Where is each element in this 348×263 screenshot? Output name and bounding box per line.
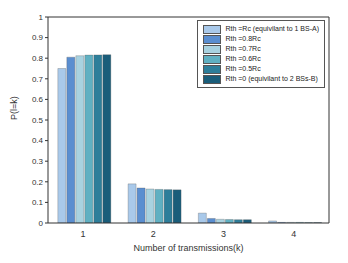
svg-text:0.2: 0.2 (32, 178, 44, 187)
html-text:Rth =Rc (equivilant to 1 BS-A): Rth =Rc (equivilant to 1 BS-A) (225, 25, 319, 32)
svg-text:0.1: 0.1 (32, 198, 44, 207)
svg-text:0.6: 0.6 (32, 95, 44, 104)
html-text:Rth =0.6Rc: Rth =0.6Rc (225, 55, 261, 62)
svg-text:0.8: 0.8 (32, 54, 44, 63)
svg-text:1: 1 (39, 13, 44, 22)
svg-text:0: 0 (39, 219, 44, 228)
svg-text:2: 2 (151, 229, 156, 239)
svg-text:1: 1 (81, 229, 86, 239)
html-text:Rth =0 (equivilant to 2 BSs-B): Rth =0 (equivilant to 2 BSs-B) (225, 75, 318, 82)
svg-text:4: 4 (291, 229, 296, 239)
html-text:Rth =0.8Rc: Rth =0.8Rc (225, 35, 261, 42)
svg-text:Number of transmissions(k): Number of transmissions(k) (133, 243, 243, 253)
svg-text:P(l=k): P(l=k) (9, 96, 19, 120)
svg-text:0.7: 0.7 (32, 75, 44, 84)
svg-text:0.3: 0.3 (32, 157, 44, 166)
svg-text:0.9: 0.9 (32, 33, 44, 42)
svg-text:3: 3 (221, 229, 226, 239)
html-text:Rth =0.5Rc: Rth =0.5Rc (225, 65, 261, 72)
html-text:Rth =0.7Rc: Rth =0.7Rc (225, 45, 261, 52)
svg-text:0.5: 0.5 (32, 116, 44, 125)
svg-text:0.4: 0.4 (32, 136, 44, 145)
